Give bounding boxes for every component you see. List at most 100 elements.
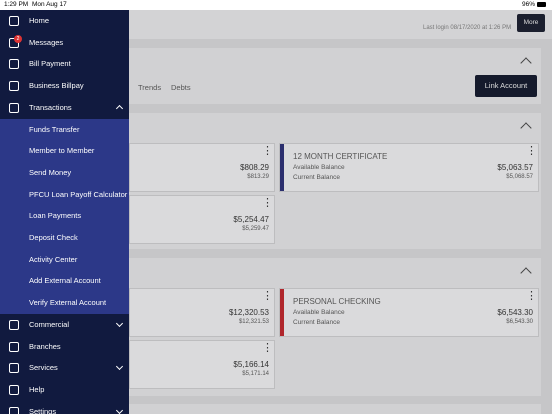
- chevron[interactable]: [115, 406, 124, 414]
- menu-item[interactable]: Loan Payments: [0, 205, 129, 227]
- more-button[interactable]: More: [517, 14, 545, 32]
- battery: 96%: [522, 1, 536, 8]
- menu-label: Verify External Account: [29, 298, 107, 308]
- menu-item[interactable]: Messages 2: [0, 32, 129, 54]
- current-balance: $5,259.47: [242, 226, 269, 232]
- chevron[interactable]: [115, 104, 124, 112]
- menu-item[interactable]: Bill Payment: [0, 53, 129, 75]
- menu-label: Deposit Check: [29, 233, 78, 242]
- section: [129, 404, 541, 414]
- kebab-icon[interactable]: ⋮: [262, 197, 273, 209]
- account-card[interactable]: ⋮ $12,320.53 $12,321.53: [129, 288, 275, 337]
- current-balance: $813.29: [247, 174, 269, 180]
- status-bar: 1:29 PM Mon Aug 17 96%: [0, 0, 552, 10]
- available-balance: $5,166.14: [233, 360, 269, 369]
- available-label: Available Balance: [293, 309, 345, 316]
- menu-label: Business Billpay: [29, 81, 84, 91]
- menu-item[interactable]: Home: [0, 10, 129, 32]
- current-label: Current Balance: [293, 174, 340, 181]
- date: Mon Aug 17: [32, 1, 67, 8]
- account-card[interactable]: ⋮ PERSONAL CHECKING Available Balance Curre…: [279, 288, 539, 337]
- tab[interactable]: Trends: [138, 83, 162, 92]
- current-balance: $5,171.14: [242, 371, 269, 377]
- kebab-icon[interactable]: ⋮: [262, 290, 273, 302]
- menu-label: Transactions: [29, 102, 72, 112]
- chevron[interactable]: [115, 363, 124, 371]
- menu-item[interactable]: Verify External Account: [0, 292, 129, 314]
- menu-icon: [9, 81, 19, 92]
- tab[interactable]: Debts: [171, 83, 191, 92]
- menu-item[interactable]: Business Billpay: [0, 75, 129, 97]
- menu-label: Settings: [29, 406, 57, 414]
- menu-item[interactable]: Deposit Check: [0, 227, 129, 249]
- menu-icon: [9, 341, 19, 352]
- available-balance: $12,320.53: [228, 308, 269, 317]
- current-label: Current Balance: [293, 319, 340, 326]
- kebab-icon[interactable]: ⋮: [262, 342, 273, 354]
- menu-label: Add External Account: [29, 276, 101, 286]
- menu-item[interactable]: Funds Transfer: [0, 119, 129, 141]
- menu-item[interactable]: Help: [0, 379, 129, 401]
- menu-item[interactable]: Transactions: [0, 97, 129, 119]
- menu-label: Member to Member: [29, 146, 95, 156]
- menu-item[interactable]: Branches: [0, 336, 129, 358]
- side-menu: Home Messages 2 Bill Payment Business Billpa…: [0, 10, 129, 414]
- menu-item[interactable]: Add External Account: [0, 270, 129, 292]
- menu-icon: [9, 384, 19, 395]
- menu-label: Messages: [29, 37, 64, 47]
- color-bar: [280, 144, 284, 191]
- menu-label: Home: [29, 16, 50, 25]
- account-card[interactable]: ⋮ $808.29 $813.29: [129, 143, 275, 192]
- battery-icon: [537, 2, 546, 7]
- menu-label: PFCU Loan Payoff Calculator: [29, 189, 128, 199]
- menu-label: Services: [29, 363, 58, 373]
- menu-item[interactable]: Services: [0, 357, 129, 379]
- time: 1:29 PM: [4, 1, 29, 8]
- menu-label: Loan Payments: [29, 211, 82, 221]
- current-balance: $6,543.30: [506, 319, 533, 325]
- section: Trends Debts Link Account: [129, 48, 541, 104]
- account-card[interactable]: ⋮ $5,166.14 $5,171.14: [129, 340, 275, 389]
- collapse-icon[interactable]: [520, 122, 532, 134]
- available-balance: $5,254.47: [233, 215, 269, 224]
- current-balance: $12,321.53: [238, 319, 269, 325]
- menu-icon: [9, 363, 19, 374]
- last-login: Last login 08/17/2020 at 1:26 PM: [423, 25, 512, 31]
- menu-icon: [9, 59, 19, 70]
- menu-icon: [9, 16, 19, 26]
- current-balance: $5,068.57: [506, 174, 533, 180]
- menu-item[interactable]: PFCU Loan Payoff Calculator: [0, 184, 129, 206]
- menu-item[interactable]: Settings: [0, 401, 129, 414]
- kebab-icon[interactable]: ⋮: [262, 145, 273, 157]
- menu-label: Funds Transfer: [29, 124, 80, 134]
- account-name: PERSONAL CHECKING: [293, 297, 381, 306]
- menu-item[interactable]: Send Money: [0, 162, 129, 184]
- kebab-icon[interactable]: ⋮: [526, 145, 537, 157]
- account-card[interactable]: ⋮ $5,254.47 $5,259.47: [129, 195, 275, 244]
- color-bar: [280, 289, 284, 336]
- available-balance: $6,543.30: [497, 308, 533, 317]
- account-name: 12 MONTH CERTIFICATE: [293, 152, 388, 161]
- menu-item[interactable]: Commercial: [0, 314, 129, 336]
- menu-icon: [9, 406, 19, 414]
- menu-label: Send Money: [29, 167, 72, 177]
- available-balance: $808.29: [240, 163, 269, 172]
- header: Last login 08/17/2020 at 1:26 PM More: [129, 10, 552, 39]
- menu-item[interactable]: Activity Center: [0, 249, 129, 271]
- chevron[interactable]: [115, 319, 124, 327]
- badge: 2: [14, 34, 22, 43]
- collapse-icon[interactable]: [520, 267, 532, 279]
- collapse-icon[interactable]: [520, 57, 532, 69]
- link-account-button[interactable]: Link Account: [475, 75, 537, 97]
- menu-label: Activity Center: [29, 254, 78, 264]
- menu-icon: [9, 319, 19, 330]
- kebab-icon[interactable]: ⋮: [526, 290, 537, 302]
- available-balance: $5,063.57: [497, 163, 533, 172]
- menu-label: Commercial: [29, 319, 70, 329]
- account-card[interactable]: ⋮ 12 MONTH CERTIFICATE Available Balance Cu…: [279, 143, 539, 192]
- menu-label: Bill Payment: [29, 59, 71, 69]
- available-label: Available Balance: [293, 164, 345, 171]
- menu-item[interactable]: Member to Member: [0, 140, 129, 162]
- submenu: [0, 119, 129, 314]
